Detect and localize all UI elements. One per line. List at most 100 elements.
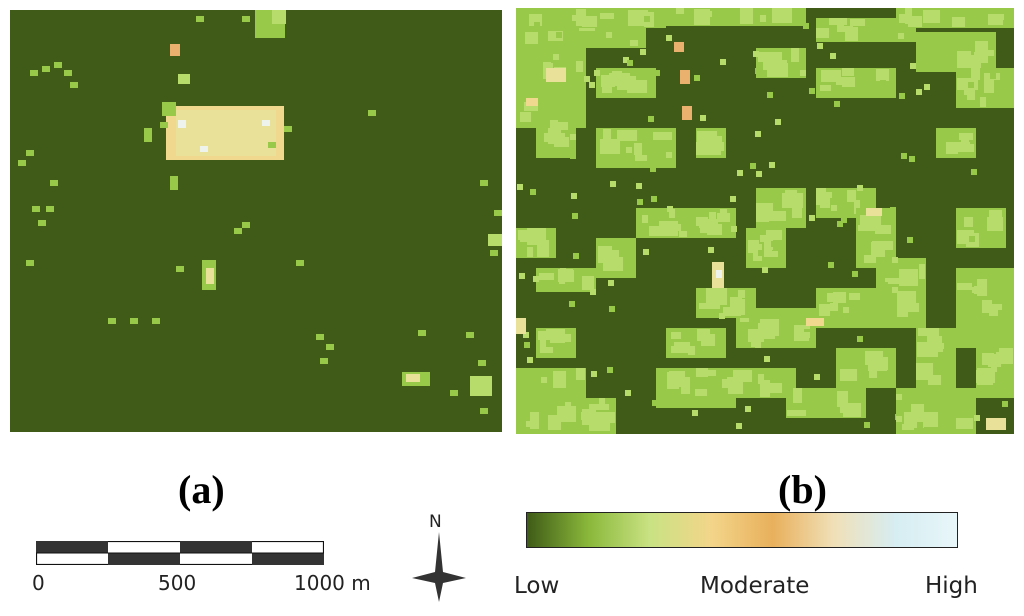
raster-cell: [600, 13, 614, 19]
raster-cell: [738, 299, 745, 315]
raster-cell: [650, 166, 656, 172]
raster-cell: [780, 63, 788, 77]
raster-cell: [601, 75, 615, 87]
raster-cell: [768, 383, 782, 393]
raster-cell: [968, 82, 974, 88]
raster-cell: [760, 15, 766, 22]
raster-cell: [896, 416, 902, 422]
raster-cell: [769, 162, 775, 168]
raster-cell: [580, 83, 586, 89]
panel-label-a: (a): [178, 467, 225, 512]
raster-cell: [957, 283, 972, 290]
scale-segment: [36, 541, 108, 553]
raster-cell: [969, 236, 975, 242]
raster-cell: [589, 82, 595, 88]
raster-cell: [490, 250, 498, 256]
raster-cell: [569, 94, 575, 100]
raster-cell: [559, 278, 565, 284]
raster-cell: [526, 421, 532, 427]
raster-cell: [908, 16, 922, 27]
raster-cell: [573, 253, 579, 259]
vegetation-patch: [272, 10, 286, 24]
scale-label-1000: 1000 m: [294, 571, 371, 595]
raster-cell: [830, 53, 836, 59]
raster-cell: [816, 28, 829, 38]
raster-cell: [162, 102, 176, 116]
raster-cell: [636, 183, 642, 189]
raster-cell: [667, 372, 679, 389]
raster-cell: [242, 222, 250, 228]
raster-cell: [722, 388, 728, 394]
raster-cell: [750, 163, 756, 169]
legend-label-moderate: Moderate: [700, 573, 810, 599]
raster-cell: [606, 32, 612, 38]
raster-cell: [918, 328, 939, 336]
raster-cell: [589, 404, 609, 410]
raster-cell: [666, 152, 672, 158]
raster-cell: [527, 247, 533, 257]
raster-cell: [550, 120, 558, 128]
raster-cell: [320, 358, 328, 364]
raster-cell: [528, 71, 534, 77]
raster-cell: [916, 89, 922, 95]
raster-cell: [982, 300, 992, 313]
scale-segment: [252, 553, 324, 565]
raster-cell: [987, 217, 1003, 231]
raster-cell: [907, 237, 913, 243]
raster-cell: [556, 32, 562, 38]
raster-cell: [640, 49, 646, 55]
raster-cell: [762, 267, 768, 273]
raster-cell: [517, 184, 523, 190]
scale-label-500: 500: [158, 571, 197, 595]
raster-cell: [679, 231, 687, 237]
raster-cell: [868, 360, 888, 370]
raster-cell: [54, 62, 62, 68]
raster-cell: [971, 169, 977, 175]
raster-cell: [603, 257, 623, 271]
raster-cell: [973, 317, 979, 323]
raster-cell: [964, 217, 973, 227]
raster-cell: [706, 288, 727, 305]
raster-cell: [959, 235, 973, 243]
raster-cell: [755, 68, 761, 74]
raster-cell: [837, 221, 843, 227]
raster-cell: [571, 193, 577, 199]
raster-cell: [494, 210, 502, 216]
raster-cell: [897, 291, 916, 305]
legend-colorbar: [526, 512, 958, 548]
raster-cell: [26, 150, 34, 156]
raster-cell: [828, 262, 834, 268]
raster-cell: [634, 143, 642, 155]
raster-cell: [971, 68, 980, 80]
raster-cell: [756, 210, 769, 222]
raster-cell: [998, 281, 1004, 287]
raster-cell: [520, 112, 531, 122]
raster-cell: [819, 304, 830, 316]
raster-cell: [644, 16, 650, 22]
raster-cell: [530, 412, 539, 429]
raster-cell: [466, 332, 474, 338]
raster-cell: [582, 276, 594, 290]
raster-cell: [854, 361, 860, 367]
raster-cell: [937, 346, 943, 352]
raster-cell: [527, 357, 533, 363]
raster-cell: [144, 128, 152, 142]
raster-cell: [834, 101, 840, 107]
raster-cell: [600, 139, 620, 154]
raster-cell: [488, 234, 502, 246]
raster-cell: [775, 119, 781, 125]
raster-cell: [833, 292, 846, 303]
raster-cell: [326, 344, 334, 350]
raster-cell: [637, 199, 643, 205]
raster-cell: [816, 188, 826, 205]
raster-cell: [569, 301, 575, 307]
raster-cell: [758, 52, 776, 62]
raster-cell: [548, 128, 561, 144]
raster-cell: [901, 153, 907, 159]
raster-cell: [603, 129, 611, 142]
raster-cell: [772, 251, 778, 257]
raster-cell: [787, 410, 806, 416]
raster-cell: [913, 32, 919, 38]
raster-cell: [723, 307, 741, 316]
raster-cell: [599, 250, 606, 259]
